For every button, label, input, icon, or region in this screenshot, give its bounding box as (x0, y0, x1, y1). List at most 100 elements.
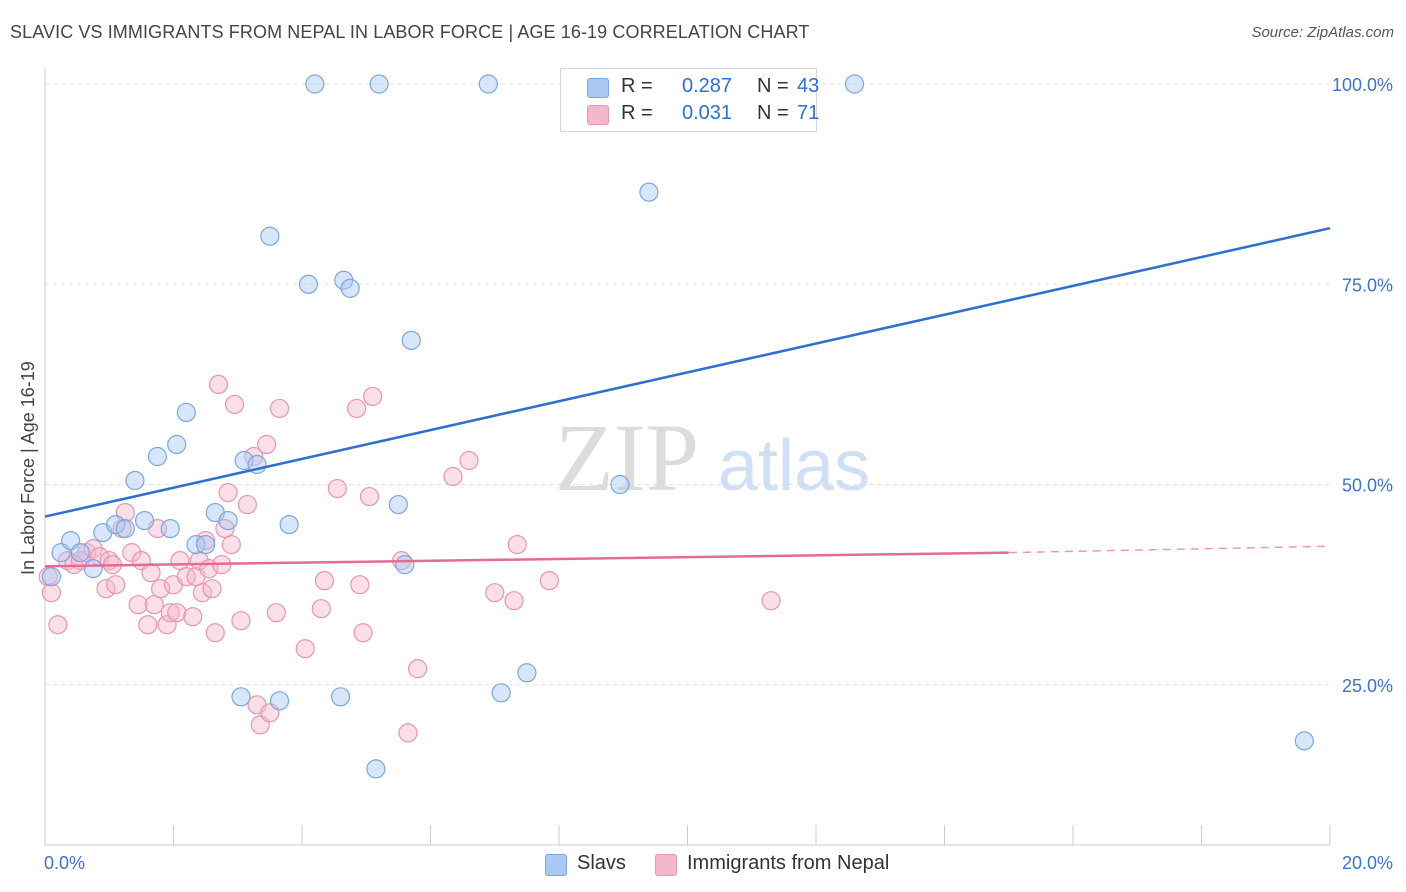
scatter-point (507, 535, 527, 555)
scatter-point (170, 551, 190, 571)
scatter-point (186, 535, 206, 555)
legend-n-value: 71 (797, 102, 820, 124)
scatter-point (279, 514, 299, 535)
scatter-point (443, 466, 463, 487)
scatter-point (196, 531, 216, 551)
scatter-point (237, 494, 257, 515)
scatter-point (106, 575, 126, 595)
scatter-point (610, 474, 630, 495)
scatter-point (340, 278, 360, 298)
scatter-point (134, 510, 155, 531)
scatter-point (327, 478, 347, 499)
x-tick-label-min: 0.0% (44, 853, 85, 873)
y-tick-label: 75.0% (1342, 275, 1393, 295)
scatter-point (147, 446, 168, 467)
scatter-point (205, 623, 225, 643)
scatter-point (359, 486, 380, 507)
scatter-point (398, 723, 418, 743)
scatter-point (138, 615, 158, 635)
scatter-point (122, 543, 142, 563)
scatter-point (1294, 731, 1314, 751)
tick-labels: 25.0% 50.0% 75.0% 100.0% 0.0% 20.0% (44, 75, 1393, 873)
scatter-point (106, 514, 126, 535)
scatter-point (192, 583, 213, 603)
scatter-point (160, 603, 180, 623)
scatter-point (83, 539, 103, 559)
scatter-point (347, 398, 367, 419)
scatter-point (115, 518, 135, 539)
trend-line-extension (1008, 545, 1331, 554)
legend-swatch-slavs (587, 78, 609, 98)
legend-n-value: 43 (797, 75, 820, 97)
trend-line-nepal (44, 551, 1009, 568)
scatter-point (218, 510, 238, 531)
trend-lines (44, 226, 1331, 568)
scatter-point (266, 603, 286, 623)
y-tick-label: 100.0% (1332, 75, 1393, 95)
scatter-point (167, 603, 187, 623)
scatter-point (231, 611, 251, 631)
bottom-legend-label-slavs: Slavs (577, 852, 626, 874)
scatter-point (257, 434, 277, 455)
scatter-point (388, 494, 408, 515)
watermark-atlas: atlas (718, 426, 870, 506)
legend-r-label: R = (621, 75, 653, 97)
scatter-point (639, 182, 659, 202)
scatter-point (314, 571, 335, 591)
bottom-legend-label-nepal: Immigrants from Nepal (687, 852, 890, 874)
scatter-point (141, 563, 161, 583)
scatter-point (298, 274, 319, 294)
chart-title: SLAVIC VS IMMIGRANTS FROM NEPAL IN LABOR… (10, 22, 810, 42)
scatter-point (485, 583, 505, 603)
legend: R = 0.287 N = 43 R = 0.031 N = 71 (560, 68, 820, 132)
scatter-point (41, 583, 62, 603)
gridlines (45, 83, 1330, 686)
scatter-point (144, 595, 164, 615)
scatter-point (260, 226, 280, 246)
scatter-point (160, 518, 180, 539)
scatter-point (844, 74, 865, 94)
scatter-point (401, 330, 421, 350)
y-tick-label: 50.0% (1342, 476, 1393, 496)
scatter-point (128, 595, 148, 615)
scatter-point (208, 374, 229, 395)
scatter-point (491, 683, 511, 703)
scatter-point (202, 579, 222, 599)
scatter-point (176, 402, 196, 423)
scatter-point (311, 599, 331, 619)
series-nepal-points (38, 374, 781, 743)
bottom-legend-swatch-slavs (545, 854, 567, 876)
scatter-point (363, 386, 383, 407)
x-tick-label-max: 20.0% (1342, 853, 1393, 873)
bottom-legend-swatch-nepal (655, 854, 677, 876)
scatter-point (176, 567, 196, 587)
scatter-point (269, 398, 290, 419)
legend-r-value: 0.031 (682, 102, 733, 124)
scatter-point (269, 691, 290, 711)
scatter-point (224, 394, 245, 415)
scatter-point (539, 571, 559, 591)
scatter-point (234, 450, 254, 471)
axes (44, 68, 1331, 846)
scatter-point (305, 74, 325, 94)
scatter-point (183, 607, 203, 627)
scatter-point (353, 623, 373, 643)
scatter-point (517, 663, 537, 683)
legend-swatch-nepal (587, 105, 609, 125)
legend-n-label: N = (757, 75, 789, 97)
scatter-point (295, 639, 315, 659)
scatter-point (96, 579, 116, 599)
legend-n-label: N = (757, 102, 789, 124)
scatter-point (330, 687, 351, 707)
scatter-point (369, 74, 389, 94)
scatter-point (366, 759, 386, 779)
scatter-point (334, 270, 354, 290)
scatter-point (70, 543, 90, 563)
scatter-point (459, 450, 479, 471)
scatter-point (151, 579, 171, 599)
y-tick-label: 25.0% (1342, 676, 1393, 696)
scatter-point (41, 567, 62, 587)
y-axis-label: In Labor Force | Age 16-19 (18, 361, 38, 575)
scatter-point (395, 555, 415, 575)
